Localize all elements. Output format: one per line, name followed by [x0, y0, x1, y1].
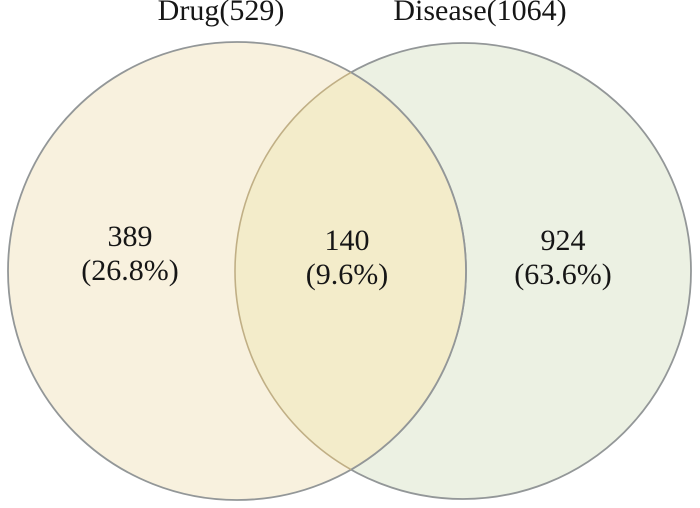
intersection-right-arc — [350, 71, 467, 471]
drug-set-title: Drug(529) — [157, 0, 285, 27]
intersection-stat: 140 (9.6%) — [306, 224, 388, 292]
intersection-count: 140 — [324, 224, 370, 257]
disease-only-percent: (63.6%) — [514, 258, 612, 291]
intersection-region — [234, 72, 466, 470]
drug-only-count: 389 — [107, 220, 153, 253]
intersection-left-arc — [234, 71, 352, 471]
disease-only-stat: 924 (63.6%) — [514, 224, 611, 292]
disease-only-count: 924 — [540, 224, 586, 257]
drug-only-stat: 389 (26.8%) — [81, 220, 178, 288]
intersection-percent: (9.6%) — [305, 258, 389, 291]
drug-only-percent: (26.8%) — [81, 254, 179, 287]
disease-set-title: Disease(1064) — [393, 0, 567, 27]
